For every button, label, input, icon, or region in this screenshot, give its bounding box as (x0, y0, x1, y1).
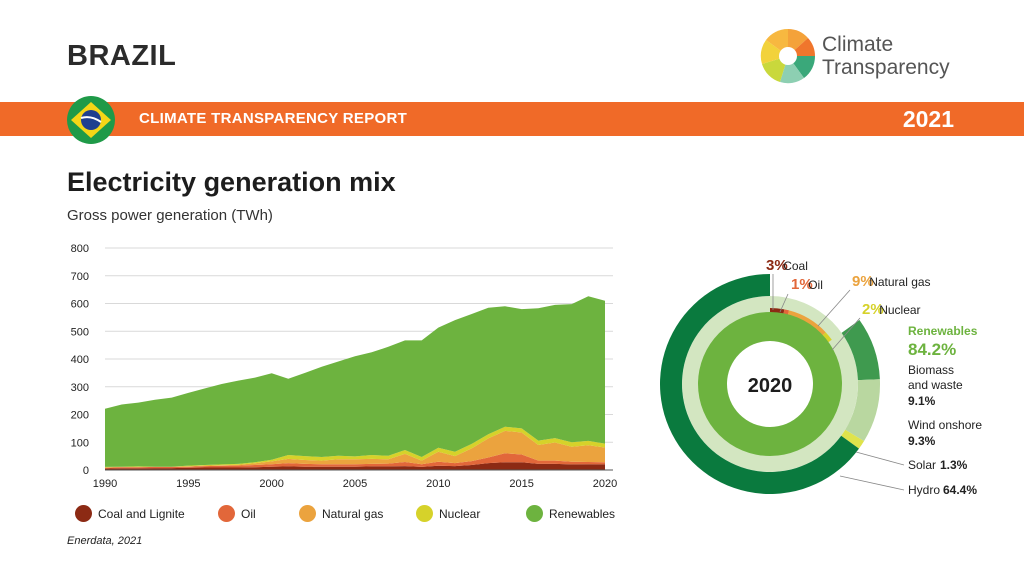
legend-item-coal: Coal and Lignite (75, 504, 185, 523)
donut-label-renewables-pct: 84.2% (908, 340, 956, 359)
logo-line2: Transparency (822, 56, 950, 79)
report-banner (0, 102, 1024, 136)
y-tick-label: 600 (71, 299, 89, 311)
chart-title: Electricity generation mix (67, 167, 396, 197)
leader-line (839, 475, 905, 491)
area-series-renewables (105, 296, 605, 467)
donut-outer-slice-biomass (841, 320, 880, 381)
donut-label-renewables-name: Renewables (908, 324, 978, 338)
logo-text: Climate Transparency (822, 33, 950, 79)
donut-label-coal-name: Coal (783, 259, 808, 273)
legend-swatch-oil (218, 505, 235, 523)
donut-label-oil-name: Oil (808, 278, 823, 292)
donut-label-oil-pct: 1% (791, 276, 813, 293)
donut-chart: 2020 3%Coal 1%Oil 9%Natural gas 2%Nuclear Ren… (660, 257, 982, 497)
chart-legend: Coal and Lignite Oil Natural gas Nuclear… (75, 504, 635, 524)
y-tick-label: 100 (71, 437, 89, 449)
legend-swatch-gas (299, 505, 316, 523)
y-tick-label: 800 (71, 243, 89, 255)
y-tick-label: 200 (71, 410, 89, 422)
donut-label-biomass-line2: and waste (908, 378, 963, 392)
legend-swatch-coal (75, 505, 92, 523)
legend-item-oil: Oil (218, 504, 256, 523)
x-tick-label: 1995 (176, 478, 200, 490)
donut-center (727, 341, 813, 427)
x-tick-label: 1990 (93, 478, 117, 490)
x-tick-label: 2020 (593, 478, 617, 490)
donut-label-wind-name: Wind onshore (908, 418, 982, 432)
leader-line (831, 317, 861, 351)
y-tick-label: 500 (71, 326, 89, 338)
x-tick-label: 2015 (509, 478, 533, 490)
area-series-gas (105, 430, 605, 468)
donut-center-label: 2020 (748, 375, 793, 397)
leader-line (855, 451, 905, 466)
donut-label-solar-name: Solar (908, 458, 936, 472)
leader-line (779, 293, 789, 313)
logo-line1: Climate (822, 33, 894, 56)
x-tick-label: 2010 (426, 478, 450, 490)
donut-label-biomass-pct: 9.1% (908, 394, 936, 408)
y-tick-label: 400 (71, 354, 89, 366)
donut-label-solar-pct: 1.3% (940, 458, 968, 472)
banner-title: CLIMATE TRANSPARENCY REPORT (139, 110, 408, 127)
area-series-coal (105, 462, 605, 470)
leader-line (817, 289, 851, 327)
donut-label-gas-name: Natural gas (869, 275, 930, 289)
legend-label-gas: Natural gas (322, 506, 384, 521)
donut-label-nuclear-name: Nuclear (879, 303, 920, 317)
climate-transparency-logo-icon (760, 28, 816, 84)
legend-label-nuclear: Nuclear (439, 506, 481, 521)
chart-subtitle: Gross power generation (TWh) (67, 207, 273, 224)
banner-year: 2021 (902, 106, 954, 132)
donut-label-hydro-pct: 64.4% (943, 483, 977, 497)
area-series-oil (105, 453, 605, 469)
x-tick-label: 2000 (259, 478, 283, 490)
donut-label-coal-pct: 3% (766, 257, 788, 274)
legend-label-renewables: Renewables (549, 506, 616, 521)
donut-label-biomass-line1: Biomass (908, 363, 954, 377)
legend-label-coal: Coal and Lignite (98, 506, 185, 521)
y-tick-label: 300 (71, 382, 89, 394)
donut-label-gas-pct: 9% (852, 273, 874, 290)
legend-swatch-nuclear (416, 505, 433, 523)
legend-item-renewables: Renewables (526, 504, 616, 523)
source-note: Enerdata, 2021 (67, 535, 143, 547)
y-tick-label: 700 (71, 271, 89, 283)
donut-outer-slice-solar (841, 429, 865, 449)
legend-label-oil: Oil (241, 506, 256, 521)
donut-label-wind-pct: 9.3% (908, 434, 936, 448)
donut-label-hydro-name: Hydro (908, 483, 940, 497)
y-tick-label: 0 (83, 465, 89, 477)
legend-item-nuclear: Nuclear (416, 504, 481, 523)
donut-label-nuclear-pct: 2% (862, 301, 884, 318)
country-title: BRAZIL (67, 40, 177, 72)
x-tick-label: 2005 (343, 478, 367, 490)
legend-item-gas: Natural gas (299, 504, 384, 523)
donut-outer-slice-wind (845, 379, 880, 442)
area-chart: 0 100 200 300 400 500 600 700 800 1990 1995 2000 200… (71, 243, 618, 490)
brazil-flag-icon (67, 96, 115, 144)
legend-swatch-renewables (526, 505, 543, 523)
